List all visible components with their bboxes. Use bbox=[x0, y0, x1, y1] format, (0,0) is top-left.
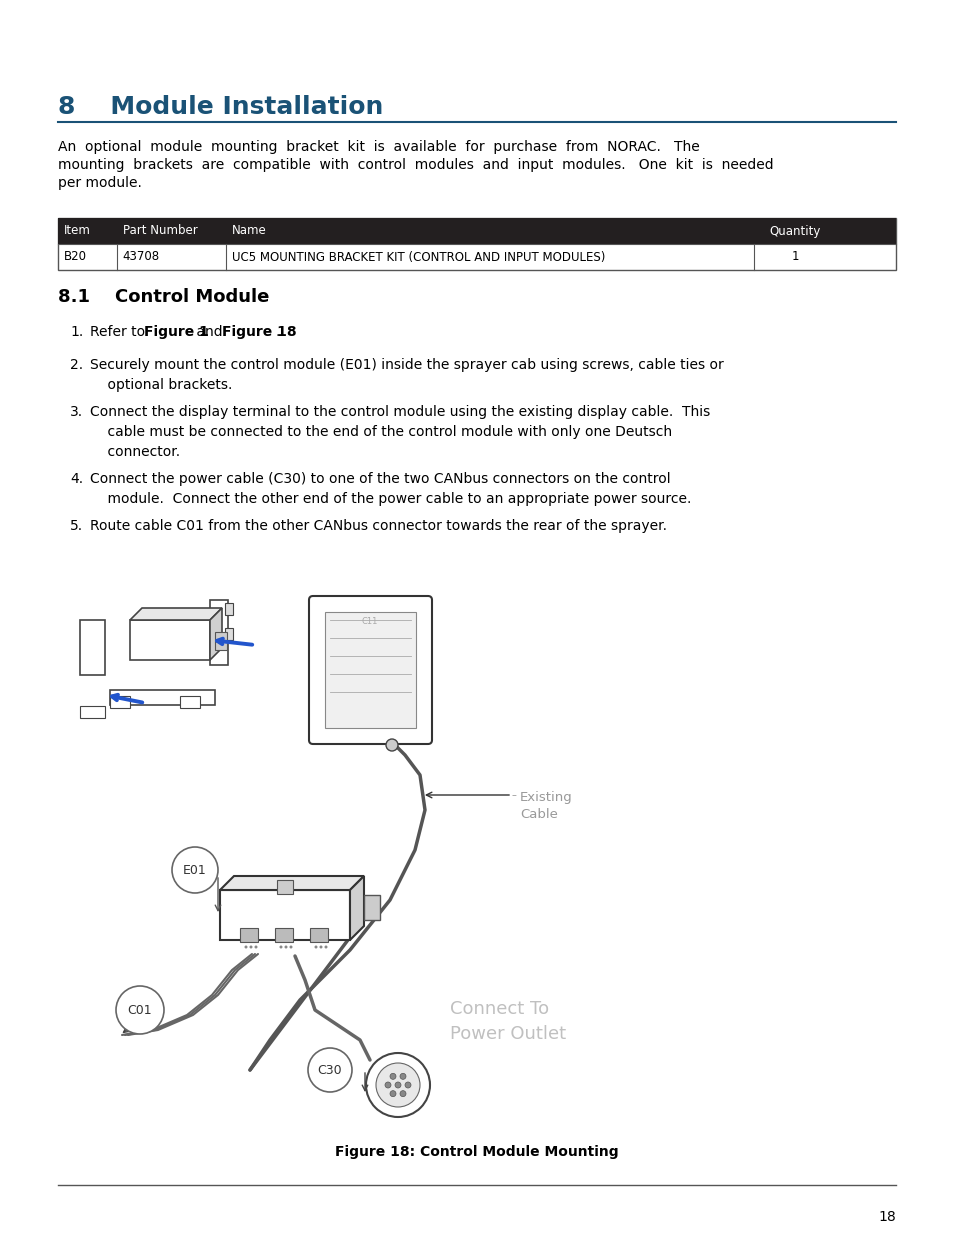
Text: per module.: per module. bbox=[58, 177, 142, 190]
Bar bbox=[225, 629, 233, 640]
Text: E01: E01 bbox=[183, 863, 207, 877]
Text: Connect the power cable (C30) to one of the two CANbus connectors on the control: Connect the power cable (C30) to one of … bbox=[90, 472, 691, 506]
Circle shape bbox=[319, 946, 322, 948]
Text: 43708: 43708 bbox=[123, 251, 159, 263]
Text: Refer to: Refer to bbox=[90, 325, 150, 338]
Bar bbox=[214, 632, 227, 650]
Circle shape bbox=[172, 847, 218, 893]
Circle shape bbox=[279, 946, 282, 948]
Text: C11: C11 bbox=[361, 618, 377, 626]
Text: Item: Item bbox=[64, 225, 91, 237]
Circle shape bbox=[390, 1091, 395, 1097]
Circle shape bbox=[405, 1082, 411, 1088]
Circle shape bbox=[284, 946, 287, 948]
Bar bbox=[274, 927, 293, 942]
Text: B20: B20 bbox=[64, 251, 87, 263]
Text: Name: Name bbox=[232, 225, 266, 237]
Circle shape bbox=[399, 1091, 406, 1097]
Bar bbox=[220, 890, 350, 940]
Text: mounting  brackets  are  compatible  with  control  modules  and  input  modules: mounting brackets are compatible with co… bbox=[58, 158, 773, 172]
Text: 8.1    Control Module: 8.1 Control Module bbox=[58, 288, 269, 306]
Text: Securely mount the control module (E01) inside the sprayer cab using screws, cab: Securely mount the control module (E01) … bbox=[90, 358, 723, 391]
Circle shape bbox=[244, 946, 247, 948]
Circle shape bbox=[308, 1049, 352, 1092]
Circle shape bbox=[289, 946, 293, 948]
Circle shape bbox=[324, 946, 327, 948]
Text: 3.: 3. bbox=[70, 405, 83, 419]
Circle shape bbox=[395, 1082, 400, 1088]
Bar bbox=[80, 706, 105, 718]
Bar bbox=[310, 927, 328, 942]
Circle shape bbox=[116, 986, 164, 1034]
Text: Existing
Cable: Existing Cable bbox=[519, 790, 572, 821]
Circle shape bbox=[399, 1073, 406, 1079]
Text: C01: C01 bbox=[128, 1004, 152, 1016]
Bar bbox=[240, 927, 257, 942]
Bar bbox=[80, 620, 105, 676]
Text: C30: C30 bbox=[317, 1063, 342, 1077]
Text: Quantity: Quantity bbox=[769, 225, 821, 237]
Circle shape bbox=[390, 1073, 395, 1079]
Text: 18: 18 bbox=[878, 1210, 895, 1224]
Text: Figure 1: Figure 1 bbox=[144, 325, 209, 338]
Polygon shape bbox=[220, 876, 364, 890]
Text: Figure 18: Control Module Mounting: Figure 18: Control Module Mounting bbox=[335, 1145, 618, 1158]
Polygon shape bbox=[350, 876, 364, 940]
Bar bbox=[325, 613, 416, 727]
Text: Connect the display terminal to the control module using the existing display ca: Connect the display terminal to the cont… bbox=[90, 405, 709, 459]
Text: 1: 1 bbox=[791, 251, 799, 263]
Bar bbox=[225, 603, 233, 615]
Bar bbox=[110, 697, 130, 708]
Circle shape bbox=[385, 1082, 391, 1088]
Polygon shape bbox=[110, 690, 214, 705]
Text: 2.: 2. bbox=[70, 358, 83, 372]
Polygon shape bbox=[210, 600, 228, 664]
Text: Part Number: Part Number bbox=[123, 225, 197, 237]
Text: 5.: 5. bbox=[70, 519, 83, 534]
Text: 8    Module Installation: 8 Module Installation bbox=[58, 95, 383, 119]
Text: Connect To
Power Outlet: Connect To Power Outlet bbox=[450, 1000, 565, 1044]
Text: UC5 MOUNTING BRACKET KIT (CONTROL AND INPUT MODULES): UC5 MOUNTING BRACKET KIT (CONTROL AND IN… bbox=[232, 251, 604, 263]
Circle shape bbox=[375, 1063, 419, 1107]
Bar bbox=[276, 881, 293, 894]
Circle shape bbox=[250, 946, 253, 948]
Circle shape bbox=[314, 946, 317, 948]
Circle shape bbox=[366, 1053, 430, 1116]
Polygon shape bbox=[210, 608, 222, 659]
Bar bbox=[180, 697, 200, 708]
Text: Route cable C01 from the other CANbus connector towards the rear of the sprayer.: Route cable C01 from the other CANbus co… bbox=[90, 519, 666, 534]
Bar bbox=[364, 895, 379, 920]
Text: 4.: 4. bbox=[70, 472, 83, 487]
Bar bbox=[58, 219, 895, 245]
Bar bbox=[58, 219, 895, 270]
FancyBboxPatch shape bbox=[309, 597, 432, 743]
Text: 1.: 1. bbox=[70, 325, 83, 338]
Circle shape bbox=[386, 739, 397, 751]
Text: .: . bbox=[275, 325, 280, 338]
Text: An  optional  module  mounting  bracket  kit  is  available  for  purchase  from: An optional module mounting bracket kit … bbox=[58, 140, 699, 154]
Text: Figure 18: Figure 18 bbox=[222, 325, 296, 338]
Circle shape bbox=[254, 946, 257, 948]
Polygon shape bbox=[130, 608, 222, 620]
Bar bbox=[130, 620, 210, 659]
Text: and: and bbox=[192, 325, 227, 338]
